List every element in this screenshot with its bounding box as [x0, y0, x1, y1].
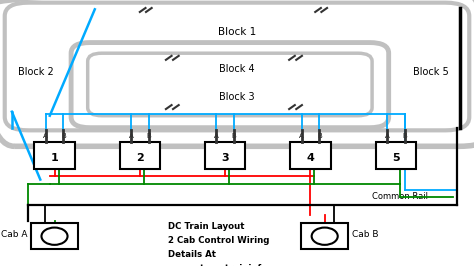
FancyBboxPatch shape — [301, 223, 348, 249]
Text: 2: 2 — [136, 153, 144, 163]
Text: Block 5: Block 5 — [413, 67, 449, 77]
FancyBboxPatch shape — [119, 142, 160, 169]
Ellipse shape — [42, 228, 67, 245]
FancyBboxPatch shape — [205, 142, 246, 169]
Text: B: B — [402, 133, 407, 139]
Text: Common Rail: Common Rail — [372, 192, 428, 201]
Text: Block 1: Block 1 — [218, 27, 256, 37]
FancyBboxPatch shape — [31, 223, 78, 249]
Text: Block 3: Block 3 — [219, 92, 255, 102]
FancyBboxPatch shape — [34, 142, 75, 169]
FancyBboxPatch shape — [375, 142, 416, 169]
Text: 3: 3 — [221, 153, 229, 163]
Text: Cab A: Cab A — [1, 230, 27, 239]
Text: B: B — [146, 133, 151, 139]
Text: 1: 1 — [51, 153, 58, 163]
Text: A: A — [214, 133, 219, 139]
Ellipse shape — [311, 228, 337, 245]
Text: A: A — [384, 133, 389, 139]
Text: Block 4: Block 4 — [219, 64, 255, 74]
Text: DC Train Layout
2 Cab Control Wiring
Details At
www.steamtraininfo.com: DC Train Layout 2 Cab Control Wiring Det… — [168, 222, 291, 266]
Text: 4: 4 — [307, 153, 314, 163]
Text: Cab B: Cab B — [352, 230, 378, 239]
FancyBboxPatch shape — [290, 142, 331, 169]
Text: 5: 5 — [392, 153, 400, 163]
Text: B: B — [232, 133, 237, 139]
Text: A: A — [43, 133, 48, 139]
Text: A: A — [299, 133, 304, 139]
Text: A: A — [128, 133, 133, 139]
Text: B: B — [317, 133, 322, 139]
Text: B: B — [61, 133, 66, 139]
Text: Block 2: Block 2 — [18, 67, 54, 77]
